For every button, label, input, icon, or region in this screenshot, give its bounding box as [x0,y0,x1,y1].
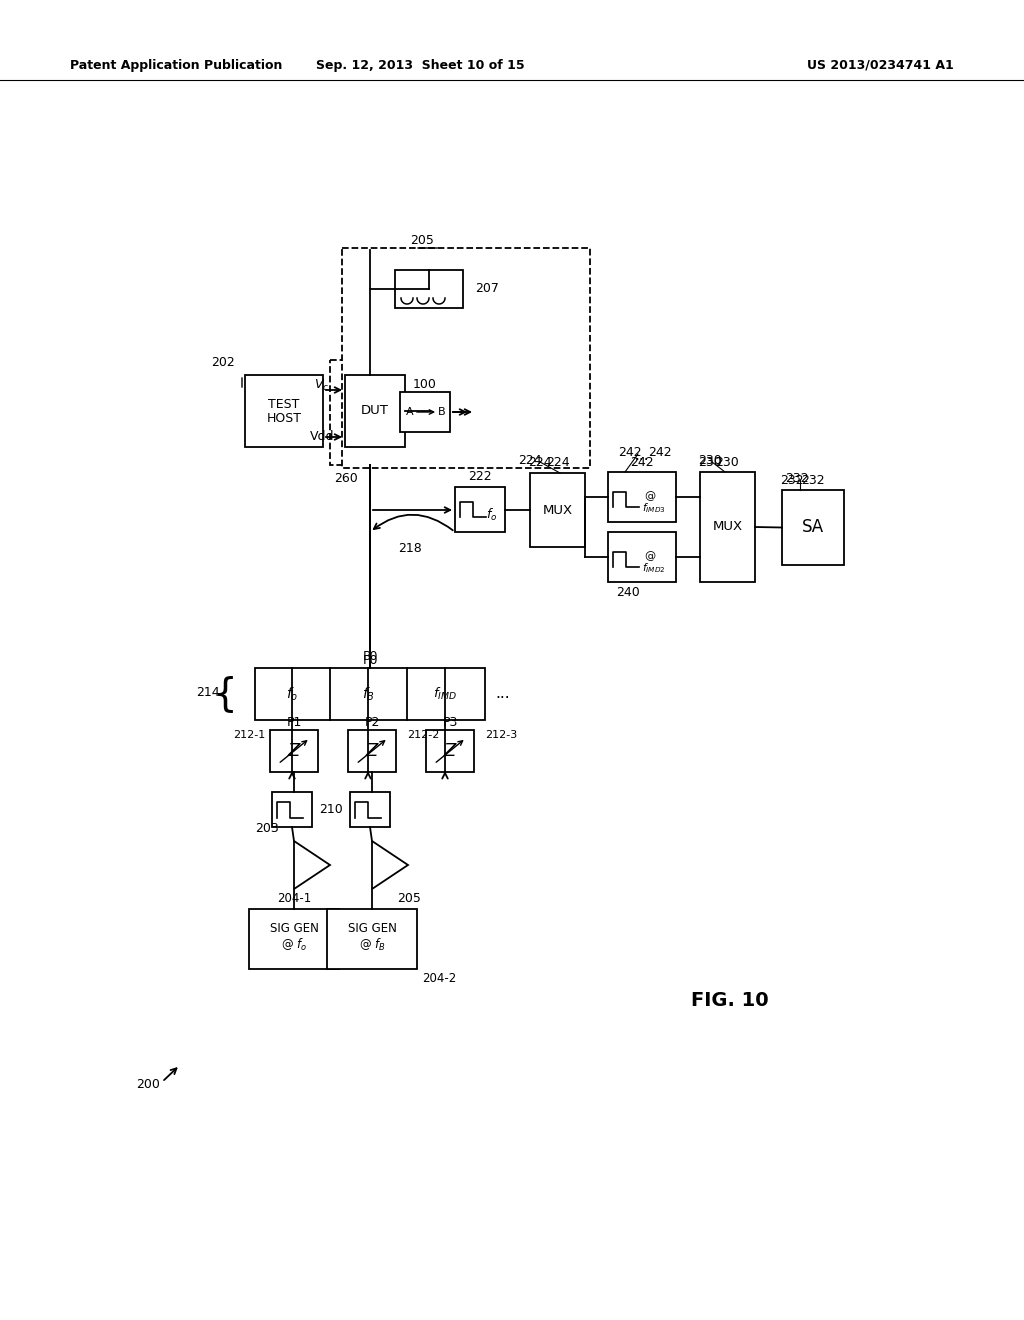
Text: {: { [212,675,237,713]
FancyBboxPatch shape [348,730,396,772]
Text: $f_B$: $f_B$ [361,685,375,702]
Text: @: @ [644,550,655,561]
Text: DUT: DUT [361,404,389,417]
Text: 204-2: 204-2 [422,973,457,986]
Text: P1: P1 [287,715,302,729]
FancyBboxPatch shape [245,375,323,447]
FancyBboxPatch shape [608,473,676,521]
Text: FIG. 10: FIG. 10 [691,990,769,1010]
Text: $V_c$: $V_c$ [314,378,330,392]
Text: HOST: HOST [266,412,301,425]
FancyBboxPatch shape [350,792,390,828]
Text: 232: 232 [801,474,824,487]
FancyBboxPatch shape [327,909,417,969]
Text: Z: Z [366,742,378,760]
Text: P0: P0 [362,653,378,667]
FancyBboxPatch shape [530,473,585,546]
Text: 242: 242 [630,455,653,469]
Text: 242: 242 [648,446,672,458]
Text: 230: 230 [698,455,722,469]
FancyBboxPatch shape [608,532,676,582]
Text: 222: 222 [468,470,492,483]
Text: 212-1: 212-1 [232,730,265,741]
Text: @ $f_o$: @ $f_o$ [281,937,307,953]
Text: P2: P2 [365,715,380,729]
Text: 214: 214 [197,685,220,698]
Text: 100: 100 [413,378,437,391]
Text: 224: 224 [528,457,552,470]
FancyBboxPatch shape [426,730,474,772]
Text: P0: P0 [362,649,378,663]
Text: 210: 210 [319,803,343,816]
Text: 207: 207 [475,282,499,296]
Text: 224: 224 [518,454,542,466]
Text: $f_o$: $f_o$ [486,507,498,523]
Text: P3: P3 [442,715,458,729]
Text: @ $f_B$: @ $f_B$ [358,937,385,953]
Text: A: A [407,407,414,417]
Text: 230: 230 [698,454,722,466]
Text: SIG GEN: SIG GEN [347,923,396,936]
FancyBboxPatch shape [255,668,485,719]
Text: 203: 203 [255,822,279,836]
Text: 200: 200 [136,1078,160,1092]
Text: Z: Z [443,742,456,760]
FancyBboxPatch shape [330,360,485,465]
FancyBboxPatch shape [249,909,339,969]
Text: 224: 224 [546,457,569,470]
Text: 205: 205 [397,892,421,906]
Text: 212-2: 212-2 [407,730,439,741]
FancyBboxPatch shape [455,487,505,532]
Text: TEST: TEST [268,399,300,412]
Text: 204-1: 204-1 [276,892,311,906]
FancyBboxPatch shape [782,490,844,565]
FancyBboxPatch shape [272,792,312,828]
Text: 202: 202 [211,356,234,370]
Text: Patent Application Publication: Patent Application Publication [70,58,283,71]
Text: 218: 218 [398,541,422,554]
Text: 260: 260 [334,471,358,484]
Text: $f_o$: $f_o$ [286,685,298,702]
Text: 212-3: 212-3 [485,730,517,741]
Text: Vdd: Vdd [309,430,334,444]
Text: 232: 232 [780,474,804,487]
FancyBboxPatch shape [395,271,463,308]
Text: 240: 240 [616,586,640,598]
Text: 205: 205 [410,235,434,248]
FancyBboxPatch shape [700,473,755,582]
Text: $f_{IMD3}$: $f_{IMD3}$ [642,502,666,515]
Text: $f_{IMD2}$: $f_{IMD2}$ [642,561,666,576]
FancyBboxPatch shape [270,730,318,772]
Text: SIG GEN: SIG GEN [269,923,318,936]
Text: SA: SA [802,519,824,536]
Text: MUX: MUX [543,503,572,516]
Text: 230: 230 [716,455,739,469]
FancyBboxPatch shape [345,375,406,447]
Text: ...: ... [635,449,649,463]
FancyBboxPatch shape [400,392,450,432]
FancyBboxPatch shape [342,248,590,469]
Text: US 2013/0234741 A1: US 2013/0234741 A1 [807,58,953,71]
FancyArrowPatch shape [374,515,453,531]
Text: Z: Z [288,742,300,760]
Text: Sep. 12, 2013  Sheet 10 of 15: Sep. 12, 2013 Sheet 10 of 15 [315,58,524,71]
Text: ...: ... [496,686,510,701]
Text: $f_{IMD}$: $f_{IMD}$ [433,686,457,702]
Text: B: B [438,407,445,417]
Text: @: @ [644,491,655,502]
Text: MUX: MUX [713,520,742,533]
Text: 242: 242 [618,446,642,458]
Text: 232: 232 [785,471,809,484]
